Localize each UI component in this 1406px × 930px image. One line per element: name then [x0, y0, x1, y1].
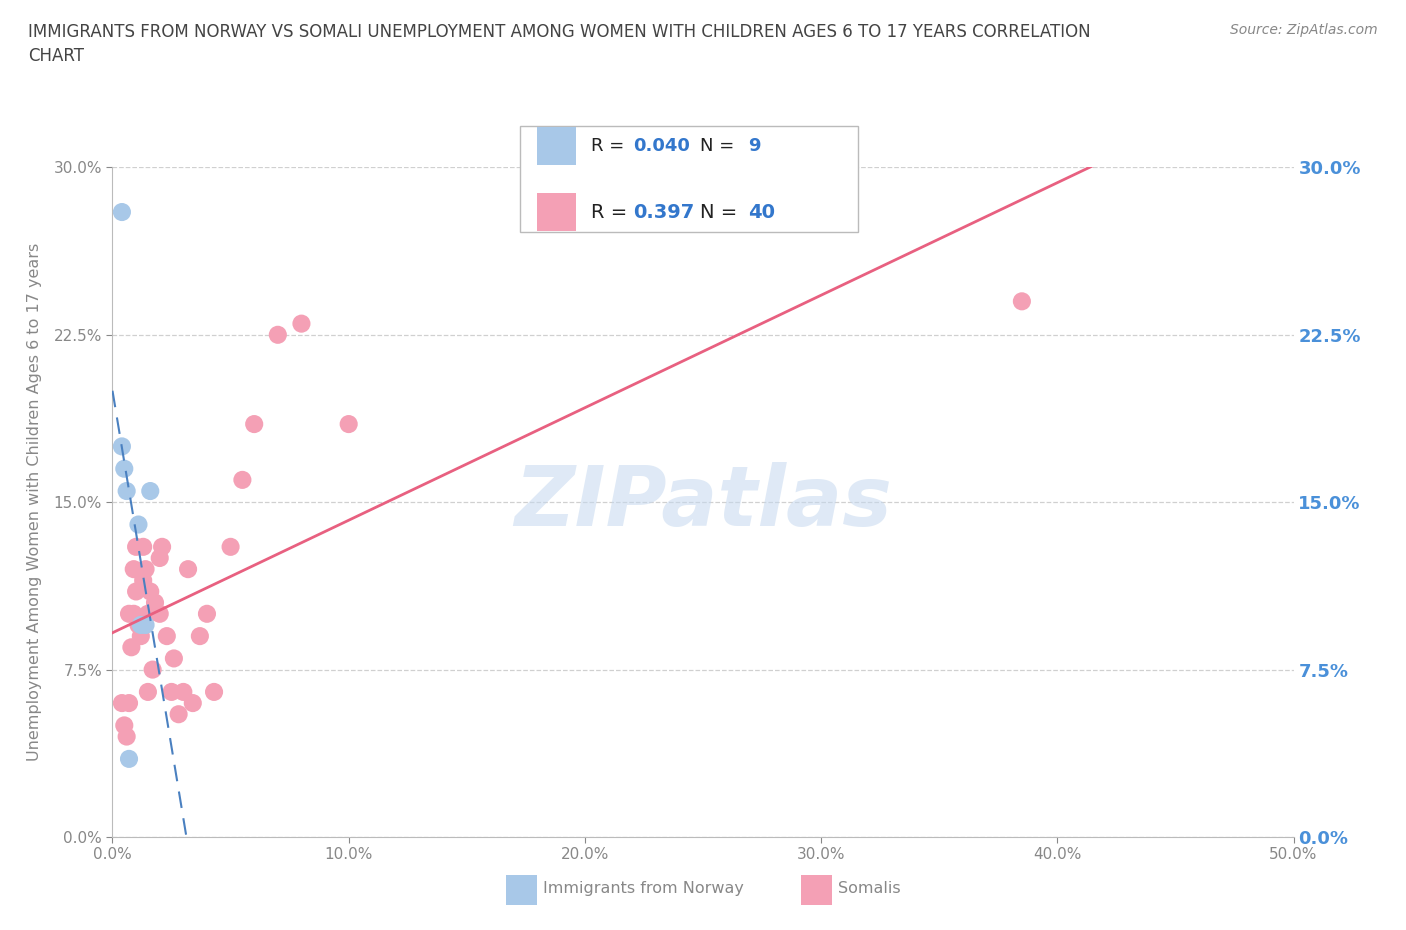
Point: [132, 539, 155, 554]
Point: [111, 205, 134, 219]
Point: [118, 751, 141, 766]
Point: [132, 573, 155, 588]
Point: [129, 629, 152, 644]
Point: [111, 696, 134, 711]
Text: R =: R =: [591, 203, 633, 221]
Point: [202, 684, 225, 699]
Point: [135, 562, 157, 577]
Point: [142, 662, 165, 677]
Point: [112, 461, 135, 476]
Point: [163, 651, 186, 666]
Point: [243, 417, 266, 432]
Point: [149, 551, 172, 565]
Y-axis label: Unemployment Among Women with Children Ages 6 to 17 years: Unemployment Among Women with Children A…: [28, 243, 42, 762]
Text: ZIPatlas: ZIPatlas: [515, 461, 891, 543]
Text: Somalis: Somalis: [838, 881, 901, 896]
Point: [156, 629, 179, 644]
Point: [219, 539, 242, 554]
Point: [122, 606, 145, 621]
Text: Source: ZipAtlas.com: Source: ZipAtlas.com: [1230, 23, 1378, 37]
Point: [149, 606, 172, 621]
Point: [337, 417, 360, 432]
Point: [112, 718, 135, 733]
Point: [115, 729, 138, 744]
Text: 9: 9: [748, 137, 761, 155]
Text: 40: 40: [748, 203, 775, 221]
Point: [139, 484, 162, 498]
Point: [290, 316, 312, 331]
Point: [181, 696, 204, 711]
Point: [139, 584, 162, 599]
Text: R =: R =: [591, 137, 630, 155]
Point: [177, 562, 200, 577]
Point: [127, 517, 149, 532]
Text: 0.040: 0.040: [633, 137, 689, 155]
Point: [118, 606, 141, 621]
Point: [111, 439, 134, 454]
Point: [127, 618, 149, 632]
Point: [1011, 294, 1033, 309]
Point: [188, 629, 211, 644]
Point: [267, 327, 290, 342]
Point: [120, 640, 142, 655]
Point: [143, 595, 166, 610]
Point: [125, 539, 148, 554]
Point: [125, 584, 148, 599]
Point: [172, 684, 194, 699]
Point: [115, 484, 138, 498]
Text: Immigrants from Norway: Immigrants from Norway: [543, 881, 744, 896]
Point: [136, 606, 159, 621]
Point: [150, 539, 173, 554]
Point: [136, 684, 159, 699]
Point: [160, 684, 183, 699]
Point: [231, 472, 253, 487]
Point: [195, 606, 218, 621]
Point: [135, 618, 157, 632]
Point: [122, 562, 145, 577]
Text: N =: N =: [700, 203, 744, 221]
Point: [167, 707, 190, 722]
Text: 0.397: 0.397: [633, 203, 695, 221]
Text: IMMIGRANTS FROM NORWAY VS SOMALI UNEMPLOYMENT AMONG WOMEN WITH CHILDREN AGES 6 T: IMMIGRANTS FROM NORWAY VS SOMALI UNEMPLO…: [28, 23, 1091, 65]
Point: [129, 618, 152, 632]
Text: N =: N =: [700, 137, 740, 155]
Point: [118, 696, 141, 711]
